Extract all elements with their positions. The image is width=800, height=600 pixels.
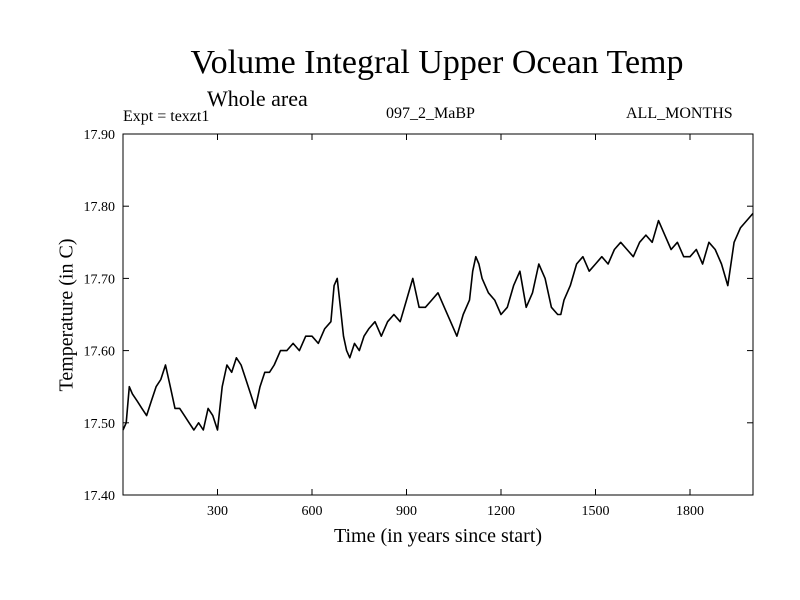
y-tick-label: 17.60 xyxy=(84,345,116,360)
y-tick-label: 17.50 xyxy=(84,417,116,432)
run-id-label: 097_2_MaBP xyxy=(386,105,475,122)
x-tick-label: 900 xyxy=(396,504,417,519)
months-label: ALL_MONTHS xyxy=(626,105,733,122)
chart-title: Volume Integral Upper Ocean Temp xyxy=(190,44,684,81)
chart-subtitle: Whole area xyxy=(207,86,308,111)
series-layer xyxy=(122,212,754,431)
y-tick-label: 17.70 xyxy=(84,272,116,287)
y-tick-label: 17.90 xyxy=(84,128,116,143)
series-line-0 xyxy=(122,212,754,431)
x-axis-label: Time (in years since start) xyxy=(333,525,543,547)
x-tick-label: 300 xyxy=(207,504,228,519)
axis-ticks: 300 600 900 1200 1500 1800 17.40 17.50 17.60 17.7… xyxy=(84,128,753,519)
x-tick-label: 1500 xyxy=(582,504,610,519)
x-tick-label: 600 xyxy=(302,504,323,519)
y-tick-label: 17.40 xyxy=(84,489,116,504)
x-tick-label: 1200 xyxy=(487,504,515,519)
y-tick-label: 17.80 xyxy=(84,200,116,215)
experiment-label: Expt = texzt1 xyxy=(123,108,210,125)
plot-frame xyxy=(122,133,754,496)
x-tick-label: 1800 xyxy=(676,504,704,519)
